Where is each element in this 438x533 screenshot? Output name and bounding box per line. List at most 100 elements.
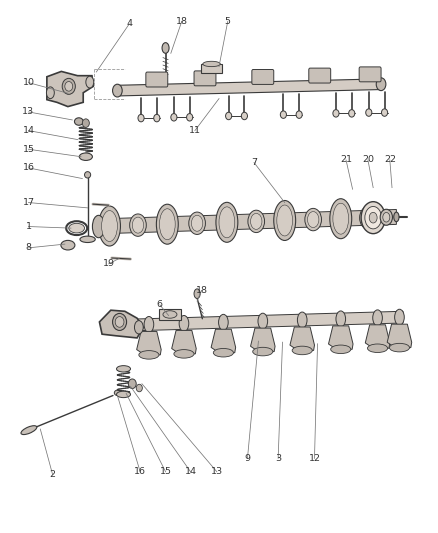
Text: 18: 18 — [176, 17, 188, 26]
Ellipse shape — [123, 318, 131, 332]
Ellipse shape — [69, 223, 85, 233]
FancyBboxPatch shape — [359, 67, 381, 82]
Ellipse shape — [274, 200, 296, 240]
Ellipse shape — [134, 321, 143, 334]
Ellipse shape — [333, 110, 339, 117]
Text: 19: 19 — [102, 260, 115, 268]
Ellipse shape — [248, 210, 265, 232]
Ellipse shape — [114, 390, 120, 395]
Ellipse shape — [380, 209, 392, 225]
Ellipse shape — [99, 206, 120, 246]
FancyBboxPatch shape — [309, 68, 331, 83]
Ellipse shape — [333, 203, 349, 234]
FancyBboxPatch shape — [194, 71, 216, 86]
Ellipse shape — [226, 112, 232, 120]
Ellipse shape — [203, 61, 220, 67]
Ellipse shape — [330, 199, 352, 239]
Ellipse shape — [251, 213, 262, 229]
Ellipse shape — [65, 82, 73, 91]
Ellipse shape — [138, 115, 144, 122]
Ellipse shape — [373, 310, 382, 326]
Text: 21: 21 — [340, 156, 352, 164]
Ellipse shape — [162, 43, 169, 53]
Text: 1: 1 — [25, 222, 32, 231]
Ellipse shape — [292, 346, 312, 354]
Bar — [201, 64, 222, 73]
Ellipse shape — [331, 345, 351, 353]
FancyBboxPatch shape — [146, 72, 168, 87]
Ellipse shape — [85, 172, 91, 178]
Text: 17: 17 — [22, 198, 35, 207]
Ellipse shape — [307, 212, 319, 228]
Text: 22: 22 — [384, 156, 396, 164]
Text: 12: 12 — [308, 454, 321, 463]
Text: 14: 14 — [184, 467, 197, 476]
Ellipse shape — [117, 391, 131, 398]
Text: 18: 18 — [195, 286, 208, 295]
Ellipse shape — [117, 366, 131, 372]
Text: 14: 14 — [22, 126, 35, 135]
Ellipse shape — [389, 343, 410, 352]
Ellipse shape — [132, 217, 144, 233]
Ellipse shape — [349, 110, 355, 117]
Polygon shape — [127, 311, 403, 331]
Ellipse shape — [219, 207, 235, 238]
Ellipse shape — [46, 87, 54, 99]
Ellipse shape — [163, 311, 177, 318]
Ellipse shape — [139, 351, 159, 359]
Ellipse shape — [277, 205, 293, 236]
Ellipse shape — [21, 426, 37, 434]
Polygon shape — [172, 330, 196, 354]
Ellipse shape — [128, 379, 136, 389]
Ellipse shape — [179, 316, 189, 332]
Polygon shape — [117, 79, 381, 96]
Ellipse shape — [258, 313, 268, 329]
Ellipse shape — [156, 204, 178, 244]
Ellipse shape — [367, 344, 388, 352]
Polygon shape — [251, 328, 275, 352]
Polygon shape — [328, 326, 353, 349]
Text: 15: 15 — [159, 467, 172, 476]
Polygon shape — [211, 329, 236, 353]
Ellipse shape — [74, 118, 83, 125]
Ellipse shape — [296, 111, 302, 118]
Ellipse shape — [171, 114, 177, 121]
Polygon shape — [47, 71, 93, 107]
Polygon shape — [365, 325, 390, 348]
Text: 8: 8 — [25, 244, 32, 252]
Text: 9: 9 — [244, 454, 251, 463]
Text: 5: 5 — [225, 17, 231, 26]
Ellipse shape — [216, 203, 238, 243]
Polygon shape — [137, 332, 161, 355]
Text: 7: 7 — [251, 158, 257, 167]
Text: 13: 13 — [22, 108, 35, 116]
Ellipse shape — [80, 236, 95, 243]
Ellipse shape — [187, 114, 193, 121]
Text: 6: 6 — [157, 301, 163, 309]
Ellipse shape — [115, 317, 124, 327]
Text: 11: 11 — [189, 126, 201, 135]
Ellipse shape — [113, 84, 122, 97]
Ellipse shape — [381, 109, 388, 116]
Bar — [159, 309, 181, 320]
Ellipse shape — [194, 289, 200, 298]
Ellipse shape — [383, 213, 390, 222]
Ellipse shape — [366, 109, 372, 116]
Ellipse shape — [113, 313, 127, 330]
Ellipse shape — [219, 314, 228, 330]
Ellipse shape — [305, 208, 321, 231]
Ellipse shape — [130, 214, 146, 236]
Ellipse shape — [241, 112, 247, 120]
Ellipse shape — [213, 349, 233, 357]
Ellipse shape — [365, 206, 381, 229]
Ellipse shape — [297, 312, 307, 328]
Ellipse shape — [61, 240, 75, 250]
Polygon shape — [387, 324, 412, 348]
Ellipse shape — [376, 78, 386, 91]
Text: 13: 13 — [211, 467, 223, 476]
Text: 2: 2 — [49, 470, 56, 479]
Text: 16: 16 — [22, 164, 35, 172]
Ellipse shape — [154, 115, 160, 122]
Ellipse shape — [336, 311, 346, 327]
Text: 20: 20 — [362, 156, 374, 164]
